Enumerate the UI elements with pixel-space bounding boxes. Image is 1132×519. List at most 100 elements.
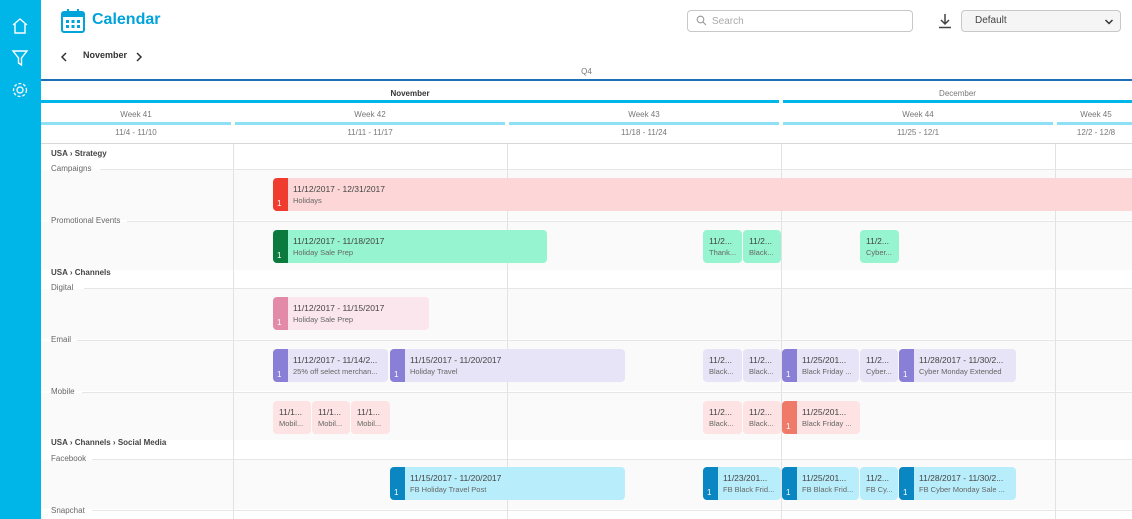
event-holiday-sale-prep-digital[interactable]: 1 11/12/2017 - 11/15/2017 Holiday Sale P…	[273, 297, 429, 330]
event-holidays[interactable]: 1 11/12/2017 - 12/31/2017 Holidays	[273, 178, 1132, 211]
chevron-left-icon	[60, 52, 67, 62]
date-range-label: 12/2 - 12/8	[1076, 128, 1116, 137]
event-name: Mobil...	[357, 419, 382, 428]
event-mobile-1[interactable]: 11/1... Mobil...	[273, 401, 311, 434]
event-dates: 11/25/201...	[802, 407, 847, 417]
event-color-tab	[782, 349, 797, 382]
row-divider	[100, 169, 1132, 170]
event-dates: 11/15/2017 - 11/20/2017	[410, 473, 502, 483]
calendar-icon	[60, 8, 86, 34]
search-icon	[696, 15, 707, 26]
event-count: 1	[786, 370, 791, 379]
event-name: Mobil...	[318, 419, 343, 428]
date-range-label: 11/11 - 11/17	[347, 128, 393, 137]
search-input[interactable]	[712, 13, 908, 29]
group-label-usa-channels: USA › Channels	[51, 268, 111, 277]
event-count: 1	[277, 251, 282, 260]
group-label-usa-strategy: USA › Strategy	[51, 149, 107, 158]
row-label-snapchat: Snapchat	[51, 506, 85, 515]
event-count: 1	[903, 488, 908, 497]
week-gridline	[781, 144, 782, 519]
week-bar	[235, 122, 505, 125]
event-count: 1	[707, 488, 712, 497]
event-fb-black-friday-2[interactable]: 1 11/25/201... FB Black Frid...	[782, 467, 859, 500]
event-dates: 11/12/2017 - 11/15/2017	[293, 303, 385, 313]
event-name: Cyber Monday Extended	[919, 367, 1002, 376]
event-mobile-2[interactable]: 11/1... Mobil...	[312, 401, 350, 434]
event-cyber-monday[interactable]: 11/2... Cyber...	[860, 230, 899, 263]
event-name: FB Holiday Travel Post	[410, 485, 487, 494]
quarter-bar	[41, 79, 1132, 81]
event-email-black-friday[interactable]: 1 11/25/201... Black Friday ...	[782, 349, 859, 382]
chevron-right-icon	[136, 52, 143, 62]
event-black-friday[interactable]: 11/2... Black...	[743, 230, 781, 263]
event-email-25-off[interactable]: 1 11/12/2017 - 11/14/2... 25% off select…	[273, 349, 388, 382]
event-dates: 11/2...	[866, 236, 889, 246]
previous-month-button[interactable]	[58, 50, 70, 62]
week-label: Week 43	[628, 110, 660, 119]
event-name: Black Friday ...	[802, 419, 852, 428]
event-email-cyber-monday-extended[interactable]: 1 11/28/2017 - 11/30/2... Cyber Monday E…	[899, 349, 1016, 382]
event-color-tab	[273, 349, 288, 382]
row-label-digital: Digital	[51, 283, 74, 292]
event-dates: 11/25/201...	[802, 473, 847, 483]
event-email-cyber[interactable]: 11/2... Cyber...	[860, 349, 898, 382]
event-name: Holiday Sale Prep	[293, 315, 354, 324]
header-divider	[41, 143, 1132, 144]
week-gridline	[233, 144, 234, 519]
row-label-email: Email	[51, 335, 72, 344]
week-gridline	[507, 144, 508, 519]
event-count: 1	[903, 370, 908, 379]
event-color-tab	[273, 230, 288, 263]
week-bar	[1057, 122, 1132, 125]
home-icon[interactable]	[9, 15, 31, 37]
row-label-campaigns: Campaigns	[51, 164, 92, 173]
event-name: Black Friday ...	[802, 367, 852, 376]
event-color-tab	[899, 349, 914, 382]
event-holiday-sale-prep[interactable]: 1 11/12/2017 - 11/18/2017 Holiday Sale P…	[273, 230, 547, 263]
event-fb-cyber-monday-sale[interactable]: 1 11/28/2017 - 11/30/2... FB Cyber Monda…	[899, 467, 1016, 500]
event-name: Thank...	[709, 248, 737, 257]
event-email-black-1[interactable]: 11/2... Black...	[703, 349, 742, 382]
event-mobile-black-1[interactable]: 11/2... Black...	[703, 401, 742, 434]
event-mobile-3[interactable]: 11/1... Mobil...	[351, 401, 390, 434]
event-thanksgiving[interactable]: 11/2... Thank...	[703, 230, 742, 263]
download-icon[interactable]	[937, 12, 953, 30]
row-divider	[77, 340, 1132, 341]
event-count: 1	[786, 422, 791, 431]
event-fb-black-friday-1[interactable]: 1 11/23/201... FB Black Frid...	[703, 467, 781, 500]
week-gridline	[1055, 144, 1056, 519]
week-bar	[783, 122, 1053, 125]
next-month-button[interactable]	[133, 50, 145, 62]
date-range-label: 11/18 - 11/24	[621, 128, 667, 137]
event-fb-holiday-travel-post[interactable]: 1 11/15/2017 - 11/20/2017 FB Holiday Tra…	[390, 467, 625, 500]
event-name: Black...	[709, 419, 734, 428]
row-divider	[127, 221, 1132, 222]
row-divider	[82, 392, 1132, 393]
event-name: FB Black Frid...	[802, 485, 854, 494]
week-bar	[41, 122, 231, 125]
event-mobile-black-friday[interactable]: 1 11/25/201... Black Friday ...	[782, 401, 860, 434]
event-count: 1	[786, 488, 791, 497]
row-divider	[92, 510, 1132, 511]
event-dates: 11/2...	[866, 355, 889, 365]
search-box[interactable]	[687, 10, 913, 32]
event-name: Black...	[709, 367, 734, 376]
event-dates: 11/12/2017 - 12/31/2017	[293, 184, 386, 194]
event-mobile-black-2[interactable]: 11/2... Black...	[743, 401, 781, 434]
event-email-black-2[interactable]: 11/2... Black...	[743, 349, 781, 382]
view-select-value: Default	[975, 15, 1007, 26]
event-email-holiday-travel[interactable]: 1 11/15/2017 - 11/20/2017 Holiday Travel	[390, 349, 625, 382]
page-title: Calendar	[92, 11, 161, 28]
group-label-usa-social-media: USA › Channels › Social Media	[51, 438, 167, 447]
event-fb-cyber[interactable]: 11/2... FB Cy...	[860, 467, 898, 500]
sidebar	[0, 0, 41, 519]
filter-icon[interactable]	[9, 47, 31, 69]
event-dates: 11/1...	[279, 407, 302, 417]
week-label: Week 45	[1080, 110, 1112, 119]
row-divider	[92, 459, 1132, 460]
gear-icon[interactable]	[9, 79, 31, 101]
event-dates: 11/2...	[866, 473, 889, 483]
event-name: Cyber...	[866, 367, 892, 376]
view-select[interactable]: Default	[961, 10, 1121, 32]
